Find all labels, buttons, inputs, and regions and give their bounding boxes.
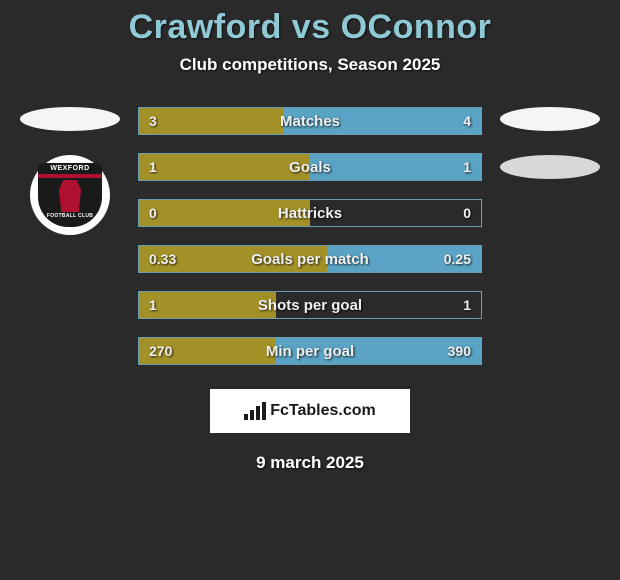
stat-row: 270Min per goal390	[138, 337, 482, 365]
stat-value-left: 0.33	[149, 251, 176, 267]
team-badge-ellipse	[500, 107, 600, 131]
page-title: Crawford vs OConnor	[0, 0, 620, 47]
stat-bar-left-fill	[139, 154, 310, 180]
stat-bar-left-fill	[139, 108, 283, 134]
stat-value-right: 0.25	[444, 251, 471, 267]
stat-value-right: 390	[448, 343, 471, 359]
footer-brand-box: FcTables.com	[210, 389, 410, 433]
left-player-badges: WEXFORD FOOTBALL CLUB	[10, 107, 130, 235]
stat-value-right: 1	[463, 297, 471, 313]
shield-bottom-text: FOOTBALL CLUB	[47, 213, 93, 219]
stat-value-left: 270	[149, 343, 172, 359]
brand-logo: FcTables.com	[244, 402, 376, 420]
right-player-badges	[490, 107, 610, 179]
stat-value-left: 0	[149, 205, 157, 221]
stat-bar-left-fill	[139, 292, 276, 318]
brand-text: FcTables.com	[270, 402, 376, 420]
stat-value-left: 1	[149, 159, 157, 175]
stat-bar-right-fill	[283, 108, 481, 134]
stat-value-left: 3	[149, 113, 157, 129]
bar-chart-icon	[244, 402, 266, 420]
shield-stripe	[38, 174, 102, 178]
stat-row: 0Hattricks0	[138, 199, 482, 227]
team-badge-ellipse	[20, 107, 120, 131]
shield-top-text: WEXFORD	[50, 165, 89, 172]
team-badge-shield: WEXFORD FOOTBALL CLUB	[30, 155, 110, 235]
stat-bars: 3Matches4 1Goals1 0Hattricks0 0.33Goals per…	[138, 107, 482, 365]
stat-bar-right-fill	[310, 154, 481, 180]
stat-row: 1Goals1	[138, 153, 482, 181]
stat-value-right: 0	[463, 205, 471, 221]
shield-figure-icon	[59, 180, 81, 212]
comparison-content: WEXFORD FOOTBALL CLUB 3Matches4 1Goals1 0H…	[0, 107, 620, 473]
team-badge-ellipse	[500, 155, 600, 179]
page-subtitle: Club competitions, Season 2025	[0, 55, 620, 75]
stat-value-left: 1	[149, 297, 157, 313]
stat-value-right: 4	[463, 113, 471, 129]
stat-value-right: 1	[463, 159, 471, 175]
stat-bar-left-fill	[139, 200, 310, 226]
stat-row: 1Shots per goal1	[138, 291, 482, 319]
footer-date: 9 march 2025	[0, 453, 620, 473]
shield-icon: WEXFORD FOOTBALL CLUB	[38, 163, 102, 227]
stat-row: 3Matches4	[138, 107, 482, 135]
stat-row: 0.33Goals per match0.25	[138, 245, 482, 273]
